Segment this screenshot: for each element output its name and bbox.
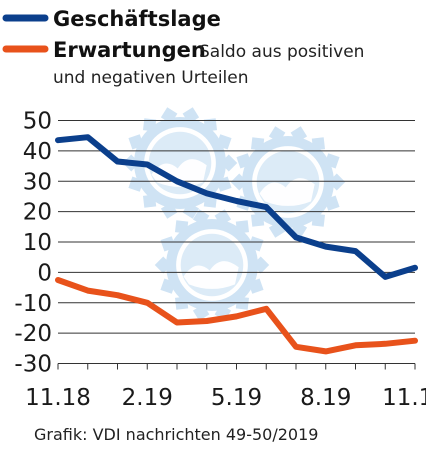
x-tick-label: 11.18 (25, 385, 91, 411)
y-axis: 50 40 30 20 10 0 -10 -20 -30 (14, 109, 52, 378)
legend-note: Saldo aus positiven und negativen Urteil… (53, 42, 370, 88)
y-tick-label: -20 (14, 321, 52, 347)
source-note: Grafik: VDI nachrichten 49-50/2019 (34, 425, 318, 444)
y-tick-label: 50 (23, 109, 52, 135)
y-tick-label: 40 (23, 139, 52, 165)
x-tick-label: 5.19 (211, 385, 262, 411)
y-tick-label: -30 (14, 352, 52, 378)
x-tick-label: 2.19 (122, 385, 173, 411)
y-tick-label: 20 (23, 200, 52, 226)
sun-icon (230, 126, 346, 238)
legend-label-erwartungen: Erwartungen (53, 38, 206, 62)
y-tick-label: -10 (14, 291, 52, 317)
legend: Geschäftslage Erwartungen (2, 7, 221, 62)
y-tick-label: 10 (23, 230, 52, 256)
legend-label-geschaeftslage: Geschäftslage (53, 7, 221, 31)
x-axis: 11.18 2.19 5.19 8.19 11.19 (25, 363, 426, 411)
sun-cloud-icon (122, 107, 346, 321)
sun-icon (154, 209, 270, 321)
y-tick-label: 30 (23, 169, 52, 195)
x-tick-label: 8.19 (300, 385, 351, 411)
x-tick-label: 11.19 (382, 385, 426, 411)
series-line-erwartungen (55, 277, 418, 355)
y-tick-label: 0 (37, 260, 52, 286)
sun-icon (122, 107, 238, 219)
series-line-geschaeftslage (55, 134, 418, 280)
series-lines (55, 134, 418, 355)
